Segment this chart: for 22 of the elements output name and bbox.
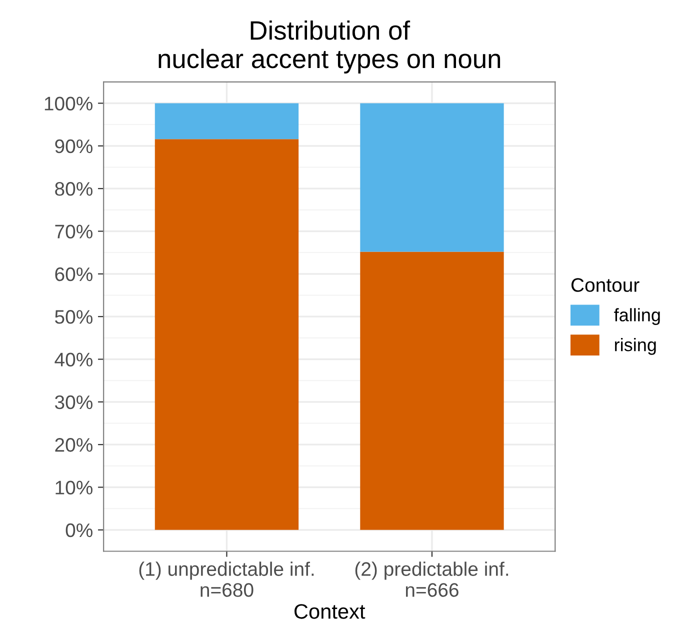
y-tick-label: 0% bbox=[66, 523, 92, 538]
bar bbox=[154, 103, 299, 140]
y-tick-label: 90% bbox=[55, 139, 92, 154]
y-tick-label: 70% bbox=[55, 224, 92, 238]
legend-title: Contour bbox=[571, 278, 640, 292]
y-tick-label: 50% bbox=[55, 310, 92, 324]
x-tick-label: (1) unpredictable inf. n=680 bbox=[139, 562, 314, 597]
y-tick-label: 40% bbox=[54, 352, 92, 366]
legend-label: rising bbox=[615, 338, 656, 355]
bar bbox=[360, 252, 504, 530]
y-tick-label: 80% bbox=[55, 182, 92, 196]
bar bbox=[360, 103, 504, 252]
bar bbox=[154, 139, 299, 530]
legend-label: falling bbox=[614, 308, 660, 325]
y-tick-label: 30% bbox=[54, 395, 92, 410]
x-tick-label: (2) predictable inf. n=666 bbox=[355, 562, 508, 597]
chart-title: Distribution of nuclear accent types on noun bbox=[158, 20, 500, 74]
x-axis-title: Context bbox=[294, 604, 366, 619]
y-tick-label: 100% bbox=[44, 96, 92, 110]
y-tick-label: 10% bbox=[56, 480, 92, 494]
y-tick-label: 20% bbox=[55, 438, 92, 452]
y-tick-label: 60% bbox=[55, 267, 92, 282]
